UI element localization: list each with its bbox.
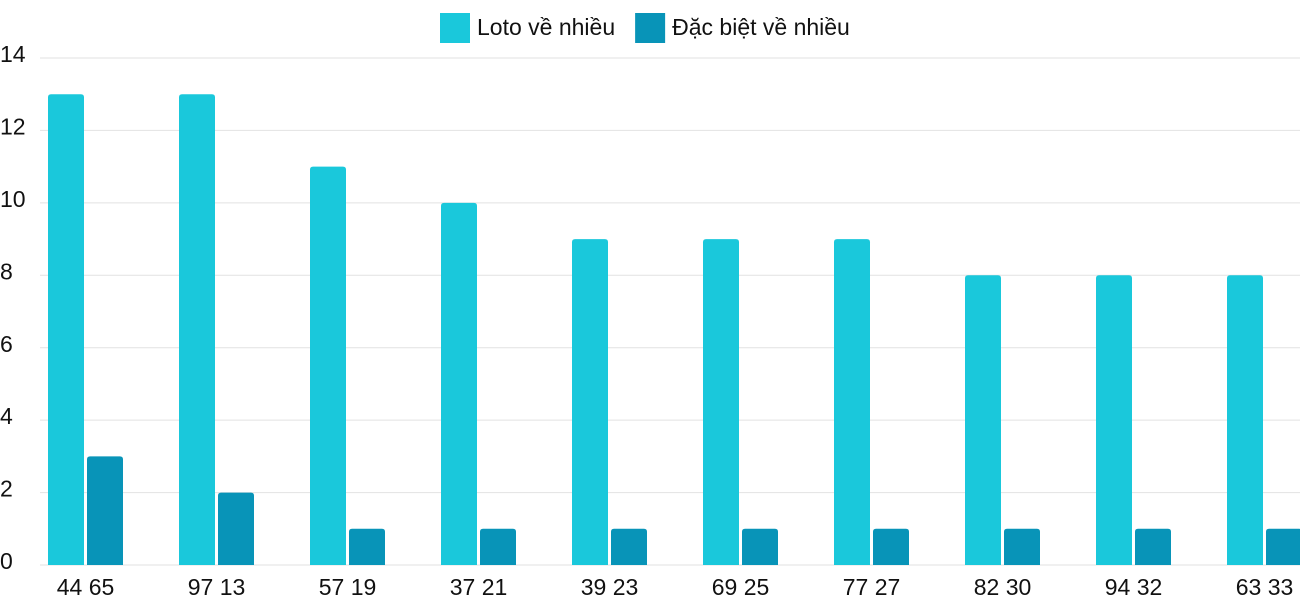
y-tick-label: 10 — [0, 186, 26, 212]
bar — [834, 239, 870, 566]
y-tick-label: 4 — [0, 403, 13, 429]
x-tick-label: 77 27 — [843, 574, 901, 600]
bar — [441, 202, 477, 565]
legend-swatch — [635, 13, 666, 43]
y-tick-label: 6 — [0, 331, 13, 357]
legend-label: Loto về nhiều — [477, 14, 615, 40]
y-tick-label: 14 — [0, 41, 26, 67]
x-tick-label: 94 32 — [1105, 574, 1163, 600]
bar — [87, 456, 123, 565]
bar — [1227, 275, 1263, 565]
bar — [703, 239, 739, 566]
x-tick-label: 44 65 — [57, 574, 115, 600]
bar — [611, 528, 647, 565]
bar — [48, 94, 84, 565]
y-tick-label: 0 — [0, 548, 13, 574]
bar — [1135, 528, 1171, 565]
x-tick-label: 39 23 — [581, 574, 639, 600]
x-tick-label: 63 33 — [1236, 574, 1294, 600]
bar — [218, 492, 254, 565]
bar — [1004, 528, 1040, 565]
x-tick-label: 82 30 — [974, 574, 1032, 600]
bar — [1096, 275, 1132, 565]
bar — [572, 239, 608, 566]
legend-label: Đặc biệt về nhiều — [672, 14, 850, 40]
legend-swatch — [440, 13, 470, 43]
x-tick-label: 37 21 — [450, 574, 508, 600]
bar — [349, 528, 385, 565]
x-tick-label: 69 25 — [712, 574, 770, 600]
bar — [965, 275, 1001, 565]
bar — [480, 528, 516, 565]
x-tick-label: 57 19 — [319, 574, 377, 600]
y-tick-label: 12 — [0, 114, 26, 140]
y-tick-label: 2 — [0, 476, 13, 502]
bar — [873, 528, 909, 565]
bar — [310, 166, 346, 565]
bar — [742, 528, 778, 565]
x-tick-label: 97 13 — [188, 574, 246, 600]
bar — [179, 94, 215, 565]
y-tick-label: 8 — [0, 258, 13, 284]
bar — [1266, 528, 1300, 565]
